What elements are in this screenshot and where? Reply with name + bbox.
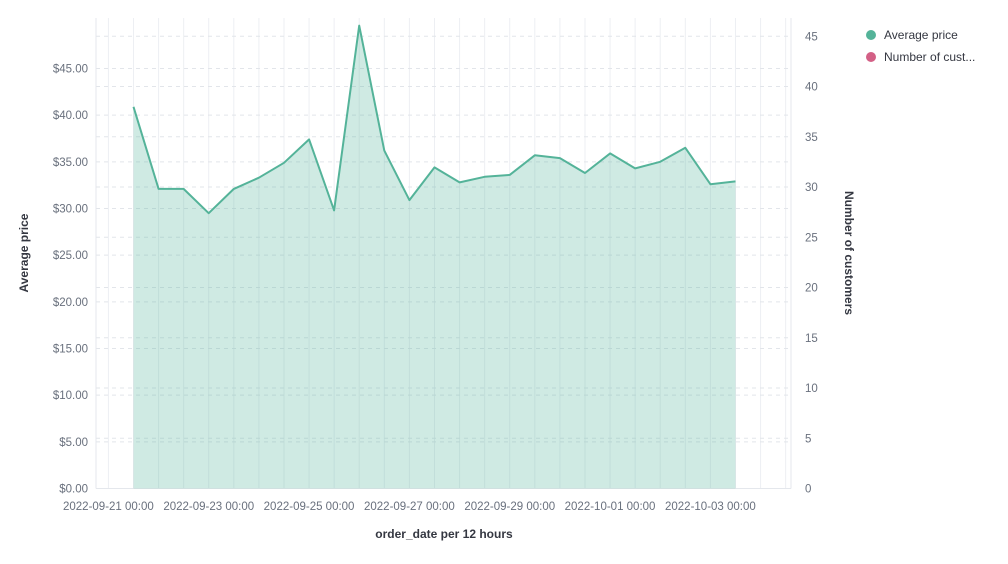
y-right-tick-label: 20 bbox=[805, 283, 818, 295]
x-tick-label: 2022-09-23 00:00 bbox=[163, 501, 254, 513]
legend: Average price Number of cust... bbox=[866, 24, 975, 68]
y-left-tick-label: $25.00 bbox=[53, 250, 88, 262]
y-left-tick-label: $40.00 bbox=[53, 110, 88, 122]
legend-color-dot-green bbox=[866, 30, 876, 40]
area-fill bbox=[133, 25, 736, 489]
x-axis-title: order_date per 12 hours bbox=[375, 527, 513, 541]
y-left-tick-label: $45.00 bbox=[53, 64, 88, 76]
legend-item-label: Average price bbox=[884, 28, 958, 42]
y-left-tick-label: $30.00 bbox=[53, 204, 88, 216]
y-right-tick-label: 10 bbox=[805, 383, 818, 395]
x-tick-label: 2022-09-29 00:00 bbox=[464, 501, 555, 513]
legend-item-average-price[interactable]: Average price bbox=[866, 24, 975, 46]
legend-item-label: Number of cust... bbox=[884, 50, 976, 64]
y-left-tick-label: $0.00 bbox=[59, 484, 88, 496]
y-right-tick-label: 25 bbox=[805, 232, 818, 244]
y-axis-title-left: Average price bbox=[17, 213, 31, 293]
y-right-tick-label: 40 bbox=[805, 82, 818, 94]
x-tick-label: 2022-09-21 00:00 bbox=[63, 501, 154, 513]
y-right-tick-label: 30 bbox=[805, 182, 818, 194]
x-tick-label: 2022-10-03 00:00 bbox=[665, 501, 756, 513]
y-right-tick-label: 0 bbox=[805, 484, 811, 496]
y-left-tick-label: $35.00 bbox=[53, 157, 88, 169]
y-right-tick-label: 45 bbox=[805, 31, 818, 43]
x-tick-label: 2022-09-25 00:00 bbox=[264, 501, 355, 513]
y-left-tick-label: $5.00 bbox=[59, 437, 88, 449]
y-right-tick-label: 5 bbox=[805, 433, 811, 445]
y-left-tick-label: $10.00 bbox=[53, 390, 88, 402]
legend-color-dot-pink bbox=[866, 52, 876, 62]
series-line bbox=[132, 24, 736, 215]
x-tick-label: 2022-09-27 00:00 bbox=[364, 501, 455, 513]
legend-item-number-of-customers[interactable]: Number of cust... bbox=[866, 46, 975, 68]
y-right-tick-label: 15 bbox=[805, 333, 818, 345]
y-axis-title-right: Number of customers bbox=[842, 190, 856, 316]
y-right-tick-label: 35 bbox=[805, 132, 818, 144]
y-left-tick-label: $15.00 bbox=[53, 344, 88, 356]
y-left-tick-label: $20.00 bbox=[53, 297, 88, 309]
x-tick-label: 2022-10-01 00:00 bbox=[565, 501, 656, 513]
